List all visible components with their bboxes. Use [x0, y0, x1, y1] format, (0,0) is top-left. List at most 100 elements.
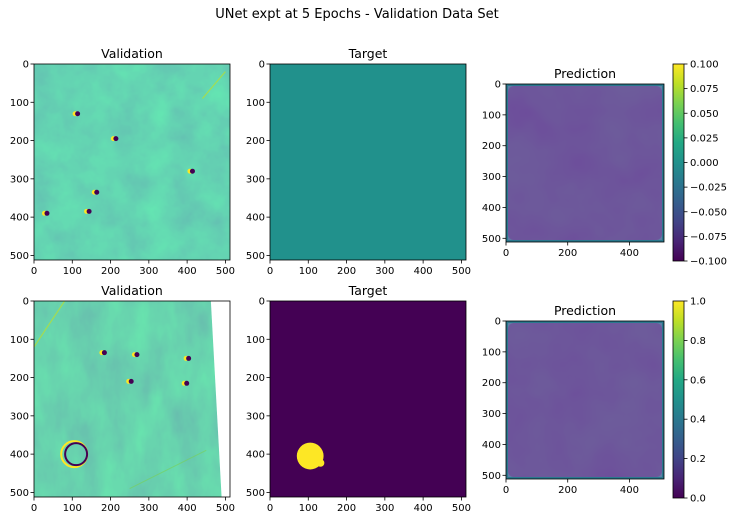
- y-tick-label: 300: [482, 409, 501, 420]
- y-tick-label: 100: [10, 98, 29, 109]
- colorbar-tick-label: 0.2: [690, 454, 706, 465]
- y-tick-label: 200: [246, 136, 265, 147]
- colorbar: 1.0 0.8 0.6 0.4 0.2 0.0: [672, 297, 706, 505]
- y-tick-label: 200: [10, 373, 29, 384]
- x-tick-label: 200: [558, 248, 577, 259]
- y-tick-label: 300: [10, 174, 29, 185]
- y-tick-label: 500: [482, 234, 501, 245]
- panel-image: [506, 84, 664, 242]
- crater-shadow: [86, 208, 92, 214]
- y-tick-label: 300: [246, 174, 265, 185]
- x-tick-label: 400: [414, 503, 433, 514]
- panel-6: Prediction 0 200 400 0 100 200 300 400 500 1.0 0.8 0…: [482, 297, 706, 505]
- terrain-texture: [34, 301, 230, 497]
- panel-title: Target: [348, 283, 388, 298]
- mask-background: [270, 301, 466, 497]
- x-tick-label: 500: [216, 503, 235, 514]
- y-tick-label: 100: [246, 98, 265, 109]
- crater-shadow: [128, 378, 134, 384]
- y-tick-label: 400: [246, 213, 265, 224]
- x-tick-label: 300: [139, 266, 158, 277]
- y-tick-label: 0: [259, 297, 265, 308]
- y-tick-label: 100: [10, 335, 29, 346]
- x-tick-label: 100: [299, 266, 318, 277]
- x-tick-label: 500: [452, 266, 471, 277]
- x-tick-label: 500: [216, 266, 235, 277]
- x-tick-label: 0: [31, 503, 37, 514]
- crater-shadow: [184, 380, 190, 386]
- uniform-mask: [270, 64, 466, 260]
- x-tick-label: 500: [452, 503, 471, 514]
- x-tick-label: 200: [101, 266, 120, 277]
- crater-shadow: [94, 189, 100, 195]
- x-tick-label: 400: [178, 266, 197, 277]
- x-tick-label: 0: [267, 266, 273, 277]
- x-tick-label: 200: [558, 485, 577, 496]
- crater-shadow: [113, 136, 119, 142]
- x-tick-label: 0: [267, 503, 273, 514]
- no-data-region: [210, 301, 230, 497]
- x-tick-label: 400: [620, 485, 639, 496]
- colorbar-tick-label: −0.025: [690, 183, 727, 194]
- y-tick-label: 100: [482, 110, 501, 121]
- x-tick-label: 200: [337, 503, 356, 514]
- mask-object: [316, 459, 325, 467]
- y-tick-label: 400: [10, 450, 29, 461]
- y-tick-label: 0: [495, 317, 501, 328]
- y-tick-label: 400: [482, 440, 501, 451]
- x-tick-label: 200: [101, 503, 120, 514]
- y-tick-label: 400: [10, 213, 29, 224]
- x-tick-label: 300: [375, 266, 394, 277]
- colorbar: 0.100 0.075 0.050 0.025 0.000 −0.025 −0.050 −0.…: [672, 60, 727, 268]
- x-tick-label: 300: [139, 503, 158, 514]
- y-tick-label: 500: [10, 251, 29, 262]
- crater-shadow: [101, 350, 107, 356]
- x-tick-label: 0: [503, 248, 509, 259]
- crater-shadow: [186, 355, 192, 361]
- colorbar-tick-label: 1.0: [690, 297, 706, 308]
- panel-title: Target: [348, 46, 388, 61]
- panel-image: [270, 301, 466, 497]
- y-tick-label: 300: [10, 411, 29, 422]
- prediction-texture: [508, 86, 662, 240]
- ridge-line: [201, 71, 226, 99]
- y-tick-label: 500: [246, 488, 265, 499]
- x-tick-label: 0: [31, 266, 37, 277]
- y-tick-label: 200: [482, 378, 501, 389]
- large-crater-shadow: [64, 442, 89, 467]
- y-tick-label: 500: [10, 488, 29, 499]
- y-tick-label: 200: [482, 141, 501, 152]
- y-tick-label: 400: [482, 203, 501, 214]
- y-tick-label: 0: [23, 60, 29, 71]
- y-tick-label: 0: [23, 297, 29, 308]
- panel-title: Prediction: [554, 303, 616, 318]
- crater-shadow: [75, 111, 81, 117]
- panel-title: Validation: [101, 46, 163, 61]
- ridge-line: [129, 449, 207, 490]
- prediction-texture: [508, 323, 662, 477]
- terrain-texture: [34, 64, 230, 260]
- crater-shadow: [44, 210, 50, 216]
- y-tick-label: 400: [246, 450, 265, 461]
- y-tick-label: 100: [482, 347, 501, 358]
- crater-shadow: [134, 352, 140, 358]
- colorbar-tick-label: −0.100: [690, 257, 727, 268]
- y-tick-label: 0: [259, 60, 265, 71]
- y-tick-label: 0: [495, 80, 501, 91]
- colorbar-gradient: [672, 300, 685, 499]
- colorbar-tick-label: 0.6: [690, 375, 706, 386]
- colorbar-tick-label: −0.050: [690, 207, 727, 218]
- colorbar-tick-label: −0.075: [690, 232, 727, 243]
- colorbar-gradient: [672, 63, 685, 262]
- y-tick-label: 300: [482, 172, 501, 183]
- colorbar-tick-label: 0.000: [690, 158, 719, 169]
- panel-image: [506, 321, 664, 479]
- panel-image: [34, 301, 230, 497]
- colorbar-tick-label: 0.075: [690, 84, 719, 95]
- axes-frame: [505, 320, 665, 480]
